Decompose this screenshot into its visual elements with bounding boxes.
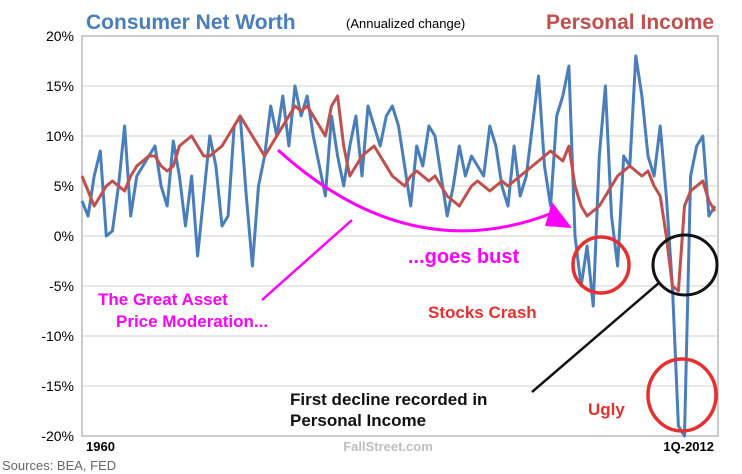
moderation-pointer-line [261,219,353,301]
moderation-arc-arrow [276,148,556,233]
title-consumer-net-worth: Consumer Net Worth [86,11,296,34]
income-decline-circle [651,233,719,297]
title-personal-income: Personal Income [546,11,714,34]
ugly-circle [646,357,718,433]
x-end-label: 1Q-2012 [663,439,714,454]
series-line-personal-income [80,94,717,293]
y-axis-ticks: 20% 15% 10% 5% 0% -5% -10% -15% -20% [41,28,74,444]
stocks-crash-circle [571,235,631,295]
series-line-consumer-net-worth [80,54,717,438]
annotation-goes-bust: ...goes bust [408,246,519,268]
annotation-stocks-crash: Stocks Crash [428,303,537,322]
annotation-moderation-line1: The Great Asset [98,290,228,309]
grid-lines [82,85,718,387]
annotation-moderation-line2: Price Moderation... [116,312,268,331]
moderation-arrow-head [545,202,572,228]
chart-subtitle: (Annualized change) [346,16,465,31]
y-tick-label: 20% [46,28,74,44]
y-tick-label: -15% [41,378,74,394]
source-note: Sources: BEA, FED [2,458,116,473]
first-decline-pointer-line [531,281,661,393]
y-tick-label: -10% [41,328,74,344]
y-tick-label: 5% [54,178,74,194]
y-tick-label: 0% [54,228,74,244]
annotation-first-decline-line2: Personal Income [290,411,426,430]
annotation-ugly: Ugly [588,400,625,419]
watermark: FallStreet.com [343,439,433,454]
annotation-first-decline-line1: First decline recorded in [290,390,487,409]
y-tick-label: -5% [49,278,74,294]
x-start-label: 1960 [86,439,115,454]
y-tick-label: -20% [41,428,74,444]
y-tick-label: 15% [46,78,74,94]
y-tick-label: 10% [46,128,74,144]
